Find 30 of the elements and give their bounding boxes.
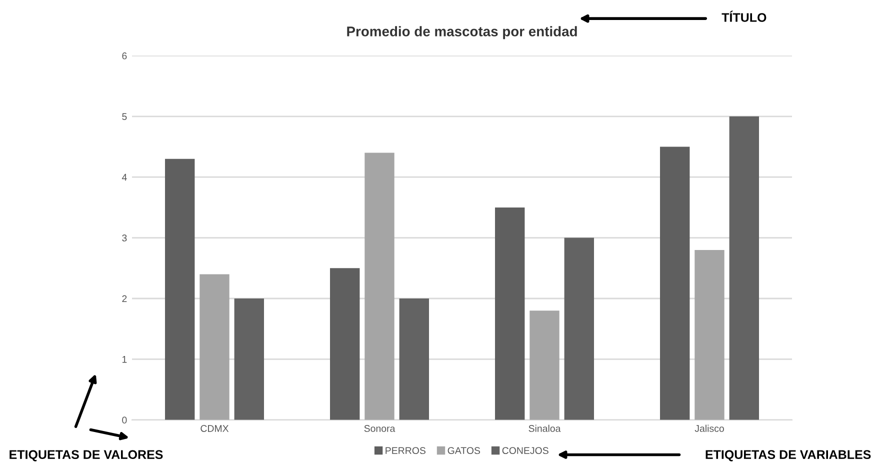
x-tick-label: Sinaloa [528, 424, 561, 432]
x-tick-label: CDMX [200, 425, 229, 432]
legend-label: PERROS [386, 447, 426, 454]
y-tick-label: 3 [122, 234, 127, 242]
bar [660, 146, 690, 420]
x-tick-label: Jalisco [694, 424, 724, 432]
bar [564, 238, 594, 420]
bar [530, 310, 560, 420]
legend-label: CONEJOS [502, 447, 548, 454]
text: ETIQUETAS DE VARIABLES [706, 450, 871, 462]
chart-title: Promedio de mascotas por entidad [347, 26, 577, 40]
y-tick-label: 2 [122, 295, 127, 302]
y-tick-label: 6 [122, 52, 127, 60]
y-tick-label: 1 [122, 356, 127, 363]
y-tick-label: 4 [122, 174, 127, 181]
bar [234, 298, 264, 420]
y-tick-label: 0 [122, 416, 127, 424]
bar [200, 274, 230, 420]
x-tick-label: Sonora [364, 425, 396, 432]
bar [364, 152, 394, 420]
bar [330, 268, 360, 420]
bar [694, 250, 724, 420]
bar [165, 158, 195, 420]
text: ETIQUETAS DE VALORES [10, 450, 163, 462]
bar [495, 207, 525, 420]
legend-label: GATOS [448, 447, 480, 454]
text: TÍTULO [722, 10, 766, 22]
bar [729, 116, 759, 420]
y-tick-label: 5 [122, 113, 127, 120]
bar [399, 298, 429, 420]
